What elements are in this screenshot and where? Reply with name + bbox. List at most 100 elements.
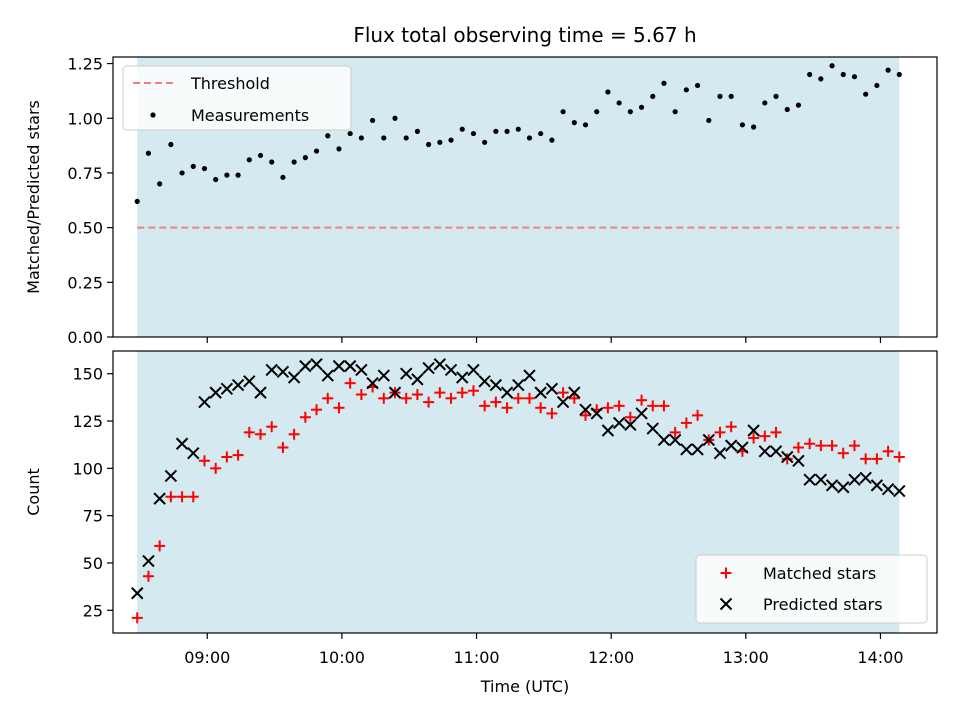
x-tick-label: 09:00: [184, 648, 230, 667]
legend-measurement-label: Measurements: [191, 106, 309, 125]
matched-star-point: [288, 428, 300, 440]
measurement-point: [504, 128, 510, 134]
predicted-star-point: [231, 378, 245, 392]
predicted-star-point: [153, 492, 166, 505]
matched-star-point: [187, 491, 199, 503]
predicted-star-point: [781, 450, 794, 464]
measurement-point: [157, 181, 163, 187]
x-tick-label: 10:00: [319, 648, 365, 667]
matched-star-point: [165, 491, 177, 503]
measurement-point: [269, 159, 275, 165]
y-tick-label: 0.75: [67, 164, 103, 183]
measurement-point: [257, 152, 264, 159]
matched-star-point: [512, 392, 524, 404]
predicted-star-point: [590, 407, 603, 420]
measurement-point: [896, 71, 902, 78]
matched-star-point: [568, 392, 580, 404]
measurement-point: [190, 163, 196, 169]
predicted-star-point: [657, 433, 671, 447]
measurement-point: [571, 120, 577, 126]
measurement-point: [672, 109, 678, 115]
measurement-point: [224, 172, 230, 178]
predicted-star-point: [870, 479, 884, 492]
predicted-star-point: [276, 365, 290, 379]
matched-star-point: [479, 400, 491, 412]
matched-star-point: [669, 426, 681, 438]
measurement-point: [840, 71, 846, 78]
measurement-point: [616, 100, 622, 106]
predicted-star-point: [612, 416, 626, 430]
predicted-star-point: [388, 386, 402, 399]
ratio-panel-frame: [112, 56, 938, 338]
measurement-point: [560, 109, 566, 115]
measurement-point: [526, 135, 533, 141]
measurement-point: [291, 159, 297, 165]
predicted-star-point: [467, 363, 480, 377]
matched-star-point: [871, 453, 883, 465]
measurement-point: [739, 122, 746, 128]
matched-star-point: [221, 451, 233, 463]
predicted-star-point: [635, 407, 648, 420]
matched-star-point: [613, 400, 625, 412]
matched-star-point: [770, 426, 782, 438]
predicted-star-point: [724, 439, 738, 452]
measurement-point: [325, 133, 331, 139]
predicted-star-point: [175, 437, 189, 450]
measurement-point: [885, 67, 891, 73]
measurement-point: [145, 150, 152, 156]
matched-star-point: [826, 440, 838, 452]
measurement-point: [751, 124, 757, 130]
measurement-point: [235, 172, 241, 178]
matched-star-point: [277, 442, 289, 454]
matched-star-point: [624, 411, 636, 423]
predicted-star-point: [321, 369, 334, 382]
measurement-point: [426, 141, 432, 148]
measurement-point: [493, 128, 499, 134]
predicted-star-point: [343, 359, 357, 373]
matched-star-point: [804, 438, 816, 450]
matched-star-point: [232, 449, 244, 461]
legend-measurement-swatch: [150, 112, 156, 118]
matched-star-point: [423, 396, 435, 408]
matched-star-point: [714, 426, 726, 438]
matched-star-point: [781, 453, 793, 465]
x-tick-label: 12:00: [588, 648, 634, 667]
predicted-star-point: [579, 403, 592, 416]
measurement-point: [369, 117, 376, 124]
matched-star-point: [210, 462, 222, 474]
measurement-point: [773, 93, 779, 99]
measurement-point: [448, 137, 454, 143]
measurement-point: [134, 198, 140, 204]
matched-star-point: [311, 404, 323, 416]
matched-star-point: [344, 377, 356, 389]
measurement-point: [638, 104, 645, 110]
predicted-star-point: [792, 454, 805, 467]
predicted-star-point: [220, 382, 234, 396]
measurement-point: [728, 93, 734, 99]
predicted-star-point: [377, 369, 390, 382]
matched-star-point: [557, 387, 569, 399]
matched-star-point: [848, 440, 860, 452]
measurement-point: [582, 122, 589, 128]
x-tick-label: 13:00: [723, 648, 769, 667]
matched-star-point: [434, 387, 446, 399]
y-tick-label: 0.00: [67, 328, 103, 347]
predicted-star-points: [131, 358, 906, 600]
legend-matched-swatch: [720, 567, 732, 579]
predicted-star-point: [736, 441, 749, 454]
measurement-point: [168, 141, 174, 148]
predicted-star-point: [198, 395, 211, 409]
measurement-point: [336, 146, 342, 152]
predicted-star-point: [433, 358, 447, 371]
ratio-x-ticks: [206, 337, 882, 343]
x-tick-label: 11:00: [453, 648, 499, 667]
predicted-star-point: [545, 382, 559, 396]
matched-star-point: [355, 389, 367, 401]
predicted-star-point: [478, 375, 491, 388]
matched-star-point: [580, 409, 592, 421]
legend-matched-label: Matched stars: [763, 564, 876, 583]
matched-star-point: [411, 389, 423, 401]
matched-star-point: [837, 447, 849, 459]
measurement-point: [829, 63, 835, 69]
measurement-point: [549, 137, 555, 143]
